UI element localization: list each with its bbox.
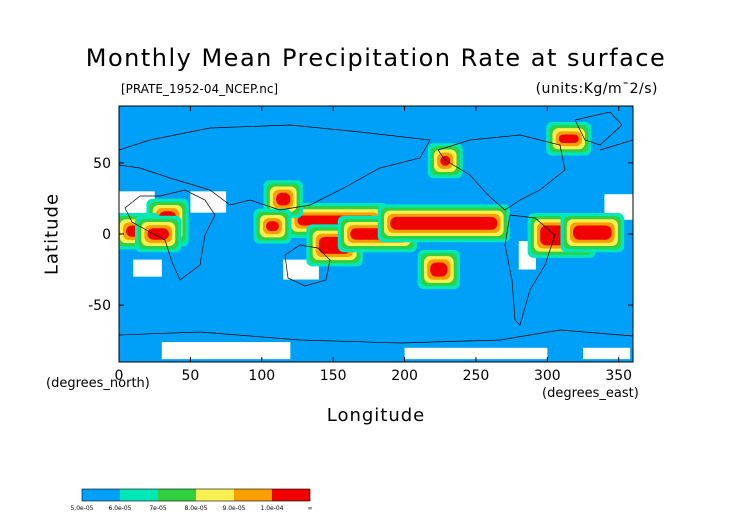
precip-cell: [440, 155, 451, 166]
x-axis-label: Longitude: [326, 405, 426, 426]
colorbar-label: 7e-05: [149, 505, 166, 512]
missing-region: [190, 191, 227, 213]
colorbar-swatch: [234, 489, 272, 501]
precip-cell: [266, 221, 279, 232]
y-tick-label: -50: [88, 298, 111, 314]
x-tick-label: 150: [320, 368, 347, 384]
colorbar-label: 1.0e-04: [260, 505, 283, 512]
colorbar-swatch: [120, 489, 158, 501]
precip-cell: [390, 216, 498, 230]
x-axis-ticks: 0 50 100 150 200 250 300 350: [115, 106, 632, 384]
y-tick-label: 50: [93, 156, 111, 172]
missing-region: [404, 347, 548, 360]
missing-region: [583, 347, 631, 360]
precip-cell: [573, 225, 612, 240]
x-tick-label: 300: [534, 368, 561, 384]
colorbar-label: ∞: [308, 505, 313, 512]
y-axis-ticks: -50 0 50: [88, 156, 633, 314]
precip-cell: [147, 228, 169, 240]
precip-cell: [276, 192, 291, 206]
x-unit-label: (degrees_east): [542, 386, 639, 401]
colorbar-label: 6.0e-05: [108, 505, 131, 512]
precip-cell: [430, 262, 448, 277]
colorbar-label: 8.0e-05: [184, 505, 207, 512]
x-tick-label: 100: [248, 368, 275, 384]
colorbar-swatch: [196, 489, 234, 501]
x-tick-label: 50: [181, 368, 199, 384]
colorbar-label: 9.0e-05: [222, 505, 245, 512]
colorbar-frame: [81, 488, 311, 502]
colorbar-swatch: [158, 489, 196, 501]
colorbar: 5.0e-05 6.0e-05 7e-05 8.0e-05 9.0e-05 1.0e-04…: [70, 488, 313, 512]
units-label: (units:Kg/m¯2/s): [535, 81, 658, 97]
precip-cell: [558, 134, 579, 143]
missing-region: [133, 259, 162, 277]
y-tick-label: 0: [102, 227, 111, 243]
y-unit-label: (degrees_north): [46, 376, 150, 391]
x-tick-label: 200: [391, 368, 418, 384]
x-tick-label: 250: [463, 368, 490, 384]
colorbar-swatch: [82, 489, 120, 501]
colorbar-label: 5.0e-05: [70, 505, 93, 512]
missing-region: [161, 342, 291, 360]
x-tick-label: 0: [115, 368, 124, 384]
chart-title: Monthly Mean Precipitation Rate at surfa…: [85, 44, 667, 72]
coastlines: [119, 111, 633, 344]
source-file-label: [PRATE_1952-04_NCEP.nc]: [121, 82, 279, 96]
x-tick-label: 350: [605, 368, 632, 384]
colorbar-swatch: [272, 489, 310, 501]
